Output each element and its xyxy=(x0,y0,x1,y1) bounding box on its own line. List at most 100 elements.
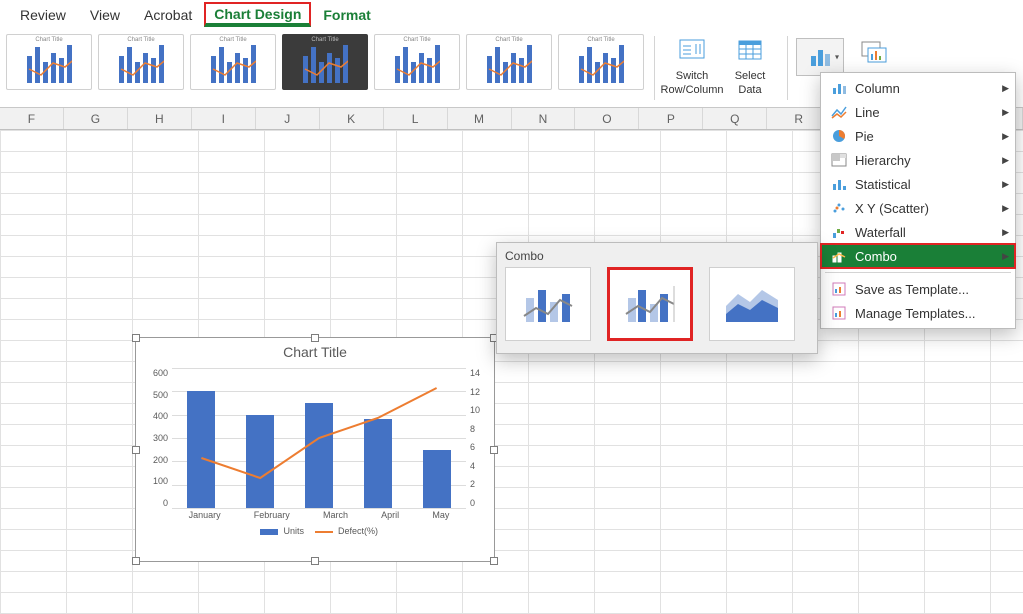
menu-item-label: Line xyxy=(855,105,880,120)
menu-separator xyxy=(825,272,1011,273)
bar xyxy=(305,403,333,508)
menu-item-label: X Y (Scatter) xyxy=(855,201,929,216)
resize-handle[interactable] xyxy=(132,334,140,342)
switch-row-column-label2: Row/Column xyxy=(661,84,724,96)
chart-style-tile[interactable]: Chart Title xyxy=(374,34,460,90)
chart-style-gallery[interactable]: Chart TitleChart TitleChart TitleChart T… xyxy=(0,32,646,92)
move-chart-icon xyxy=(859,34,889,68)
embedded-chart[interactable]: Chart Title 6005004003002001000 14121086… xyxy=(135,337,495,562)
menu-item-label: Pie xyxy=(855,129,874,144)
combo-options xyxy=(505,267,809,341)
chart-category-axis: JanuaryFebruaryMarchAprilMay xyxy=(172,510,466,520)
column-header[interactable]: L xyxy=(384,108,448,129)
chevron-right-icon: ▶ xyxy=(1002,227,1009,238)
chart-style-tile[interactable]: Chart Title xyxy=(190,34,276,90)
menu-item-label: Hierarchy xyxy=(855,153,911,168)
chart-style-tile[interactable]: Chart Title xyxy=(466,34,552,90)
chart-plot-area[interactable]: 6005004003002001000 14121086420 xyxy=(172,368,466,508)
menu-item-label: Manage Templates... xyxy=(855,306,975,321)
resize-handle[interactable] xyxy=(311,557,319,565)
chart-style-tile[interactable]: Chart Title xyxy=(558,34,644,90)
resize-handle[interactable] xyxy=(311,334,319,342)
resize-handle[interactable] xyxy=(132,446,140,454)
menu-item-label: Save as Template... xyxy=(855,282,969,297)
line-icon xyxy=(829,104,849,120)
column-header[interactable]: M xyxy=(448,108,512,129)
chart-bars xyxy=(172,368,466,508)
chart-style-tile[interactable]: Chart Title xyxy=(98,34,184,90)
column-header[interactable]: Q xyxy=(703,108,767,129)
select-data-button[interactable]: Select Data xyxy=(721,32,779,98)
menu-item-manage_templates[interactable]: Manage Templates... xyxy=(821,301,1015,325)
column-header[interactable]: J xyxy=(256,108,320,129)
combo-submenu[interactable]: Combo xyxy=(496,242,818,354)
chevron-right-icon: ▶ xyxy=(1002,203,1009,214)
legend-swatch-units xyxy=(260,529,278,535)
menu-item-pie[interactable]: Pie ▶ xyxy=(821,124,1015,148)
tab-acrobat[interactable]: Acrobat xyxy=(132,3,204,26)
menu-item-label: Statistical xyxy=(855,177,911,192)
move-chart-button[interactable] xyxy=(854,32,894,70)
column-header[interactable]: N xyxy=(512,108,576,129)
switch-row-column-button[interactable]: Switch Row/Column xyxy=(663,32,721,98)
column-header[interactable]: O xyxy=(575,108,639,129)
resize-handle[interactable] xyxy=(132,557,140,565)
select-data-label1: Select xyxy=(735,70,766,82)
menu-item-statistical[interactable]: Statistical ▶ xyxy=(821,172,1015,196)
chart-style-tile[interactable]: Chart Title xyxy=(6,34,92,90)
legend-label-defect: Defect(%) xyxy=(338,526,378,536)
change-chart-type-menu[interactable]: Column▶Line▶Pie▶Hierarchy▶Statistical▶X … xyxy=(820,72,1016,329)
chart-title[interactable]: Chart Title xyxy=(136,344,494,360)
ribbon-tabbar: Review View Acrobat Chart Design Format xyxy=(0,0,1023,28)
ribbon-separator xyxy=(787,36,788,100)
chart-legend[interactable]: Units Defect(%) xyxy=(136,526,494,536)
combo-option-clustered_line[interactable] xyxy=(505,267,591,341)
switch-row-column-icon xyxy=(677,34,707,68)
menu-item-scatter[interactable]: X Y (Scatter) ▶ xyxy=(821,196,1015,220)
change-chart-type-button[interactable]: ▾ xyxy=(796,38,844,76)
combo-option-clustered_line_secondary[interactable] xyxy=(607,267,693,341)
column-header[interactable]: F xyxy=(0,108,64,129)
secondary-y-axis: 14121086420 xyxy=(470,368,494,508)
menu-item-label: Waterfall xyxy=(855,225,906,240)
primary-y-axis: 6005004003002001000 xyxy=(144,368,168,508)
column-header[interactable]: H xyxy=(128,108,192,129)
tab-format[interactable]: Format xyxy=(311,3,382,26)
chevron-right-icon: ▶ xyxy=(1002,179,1009,190)
menu-item-column[interactable]: Column ▶ xyxy=(821,76,1015,100)
combo-option-stacked_area[interactable] xyxy=(709,267,795,341)
bar xyxy=(187,391,215,508)
combo-icon xyxy=(829,248,849,264)
bar xyxy=(423,450,451,508)
switch-row-column-label1: Switch xyxy=(676,70,708,82)
menu-item-combo[interactable]: Combo ▶ xyxy=(821,244,1015,268)
template-icon xyxy=(829,281,849,297)
menu-item-label: Combo xyxy=(855,249,897,264)
menu-item-waterfall[interactable]: Waterfall ▶ xyxy=(821,220,1015,244)
select-data-icon xyxy=(735,34,765,68)
tab-chart-design[interactable]: Chart Design xyxy=(204,2,311,27)
legend-label-units: Units xyxy=(283,526,304,536)
chevron-right-icon: ▶ xyxy=(1002,83,1009,94)
column-header[interactable]: G xyxy=(64,108,128,129)
menu-item-line[interactable]: Line ▶ xyxy=(821,100,1015,124)
column-header[interactable]: P xyxy=(639,108,703,129)
change-chart-type-icon xyxy=(807,44,833,70)
column-header[interactable]: K xyxy=(320,108,384,129)
chevron-right-icon: ▶ xyxy=(1002,107,1009,118)
menu-item-hierarchy[interactable]: Hierarchy▶ xyxy=(821,148,1015,172)
waterfall-icon xyxy=(829,224,849,240)
column-header[interactable]: I xyxy=(192,108,256,129)
chevron-right-icon: ▶ xyxy=(1002,131,1009,142)
tab-view[interactable]: View xyxy=(78,3,132,26)
column-icon xyxy=(829,80,849,96)
bar xyxy=(246,415,274,508)
chart-style-tile[interactable]: Chart Title xyxy=(282,34,368,90)
bar xyxy=(364,419,392,508)
chevron-right-icon: ▶ xyxy=(1002,251,1009,262)
legend-swatch-defect xyxy=(315,531,333,533)
tab-review[interactable]: Review xyxy=(8,3,78,26)
resize-handle[interactable] xyxy=(490,557,498,565)
menu-item-label: Column xyxy=(855,81,900,96)
menu-item-save_template[interactable]: Save as Template... xyxy=(821,277,1015,301)
